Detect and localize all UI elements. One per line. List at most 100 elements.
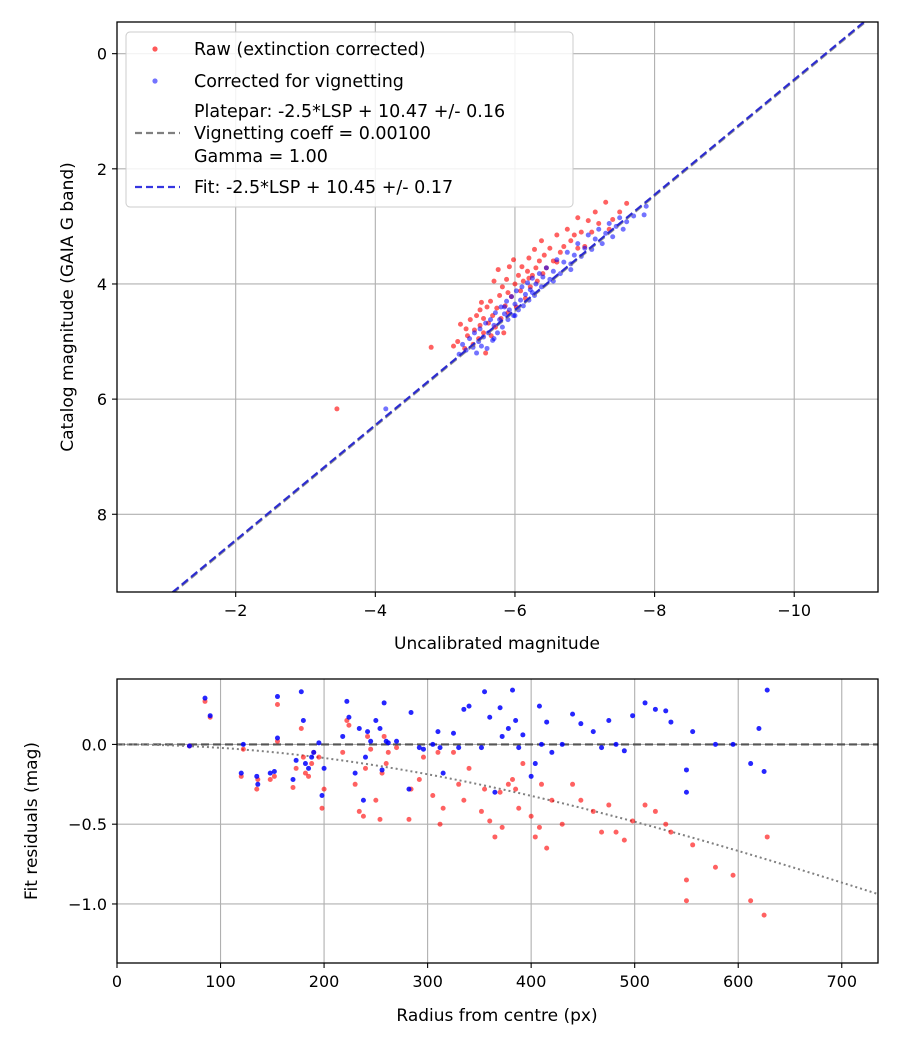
raw-residual-point: [319, 805, 325, 811]
raw-residual-point: [690, 842, 696, 848]
corrected-residual-point: [437, 745, 443, 751]
raw-point: [428, 344, 434, 350]
corrected-residual-point: [340, 733, 346, 739]
raw-residual-point: [712, 864, 718, 870]
raw-point: [578, 229, 584, 235]
calibration-points: [334, 199, 649, 412]
calibration-y-axis-label: Catalog magnitude (GAIA G band): [58, 162, 78, 452]
raw-residual-point: [254, 786, 260, 792]
raw-residual-point: [309, 761, 315, 767]
corrected-point: [512, 313, 518, 319]
corrected-residual-point: [497, 705, 503, 711]
raw-residual-point: [368, 746, 374, 752]
raw-point: [334, 406, 340, 412]
corrected-point: [617, 215, 623, 221]
corrected-point: [620, 226, 626, 232]
corrected-residual-point: [510, 687, 516, 693]
raw-point: [488, 298, 494, 304]
corrected-point: [540, 274, 546, 280]
raw-residual-point: [663, 821, 669, 827]
corrected-point: [483, 320, 489, 326]
residuals-y-axis-label: Fit residuals (mag): [22, 742, 42, 900]
corrected-residual-point: [240, 741, 246, 747]
corrected-point: [571, 252, 577, 258]
raw-point: [497, 292, 503, 298]
raw-residual-point: [510, 777, 516, 783]
residuals-x-tick-label: 400: [516, 972, 547, 991]
raw-residual-point: [377, 816, 383, 822]
calibration-x-axis-label: Uncalibrated magnitude: [394, 634, 600, 654]
corrected-point: [533, 281, 539, 287]
corrected-point: [499, 324, 505, 330]
corrected-residual-point: [532, 761, 538, 767]
corrected-point: [498, 304, 504, 310]
raw-residual-point: [381, 733, 387, 739]
corrected-residual-point: [461, 706, 467, 712]
corrected-residual-point: [394, 738, 400, 744]
corrected-residual-point: [356, 725, 362, 731]
raw-residual-point: [437, 821, 443, 827]
corrected-residual-point: [756, 725, 762, 731]
raw-residual-point: [630, 818, 636, 824]
corrected-point: [606, 221, 612, 227]
corrected-residual-point: [492, 789, 498, 795]
corrected-point: [491, 336, 497, 342]
corrected-residual-point: [730, 741, 736, 747]
raw-residual-point: [290, 784, 296, 790]
legend-corrected-label: Corrected for vignetting: [194, 72, 404, 92]
raw-point: [603, 199, 609, 205]
raw-residual-point: [642, 802, 648, 808]
corrected-residual-point: [440, 770, 446, 776]
raw-residual-point: [730, 872, 736, 878]
corrected-point: [460, 341, 466, 347]
corrected-residual-point: [267, 770, 273, 776]
residuals-panel: 0 100 200 300 400 500 600 700 0.0 −0.5 −1.0 Radius…: [22, 678, 879, 1026]
corrected-residual-point: [482, 689, 488, 695]
raw-residual-point: [321, 786, 327, 792]
corrected-residual-point: [420, 746, 426, 752]
raw-residual-point: [761, 912, 767, 918]
raw-residual-point: [668, 829, 674, 835]
corrected-residual-point: [186, 743, 192, 749]
corrected-residual-point: [578, 721, 584, 727]
corrected-residual-point: [406, 786, 412, 792]
raw-residual-point: [544, 845, 550, 851]
corrected-residual-point: [559, 741, 565, 747]
corrected-residual-point: [712, 741, 718, 747]
raw-point: [512, 281, 518, 287]
raw-point: [481, 316, 487, 322]
vignetting-model-curve: [117, 743, 878, 896]
corrected-point: [536, 271, 542, 277]
corrected-residual-point: [298, 689, 304, 695]
raw-point: [455, 339, 461, 345]
raw-residual-point: [590, 808, 596, 814]
legend-fit-label: Fit: -2.5*LSP + 10.45 +/- 0.17: [194, 178, 453, 198]
corrected-residual-point: [456, 745, 462, 751]
corrected-point: [474, 350, 480, 356]
raw-residual-point: [340, 749, 346, 755]
raw-residual-point: [316, 754, 322, 760]
corrected-point: [491, 322, 497, 328]
corrected-residual-point: [652, 706, 658, 712]
corrected-residual-point: [599, 745, 605, 751]
corrected-point: [568, 267, 574, 273]
corrected-residual-point: [344, 698, 350, 704]
raw-point: [504, 276, 510, 282]
calibration-ticks: −2 −4 −6 −8 −10 0 2 4 6 8: [97, 45, 811, 620]
calibration-plot-frame: [116, 21, 879, 593]
raw-point: [477, 322, 483, 328]
calibration-x-tick-label: −10: [777, 601, 811, 620]
raw-point: [589, 229, 595, 235]
raw-residual-point: [298, 725, 304, 731]
corrected-point: [599, 241, 605, 247]
residuals-x-tick-label: 200: [309, 972, 340, 991]
residuals-ticks: 0 100 200 300 400 500 600 700 0.0 −0.5 −1.0: [68, 735, 857, 991]
raw-residual-point: [420, 754, 426, 760]
corrected-point: [471, 330, 477, 336]
raw-point: [483, 350, 489, 356]
corrected-point: [525, 280, 531, 286]
corrected-point: [561, 259, 567, 265]
corrected-residual-point: [450, 730, 456, 736]
raw-residual-point: [683, 898, 689, 904]
